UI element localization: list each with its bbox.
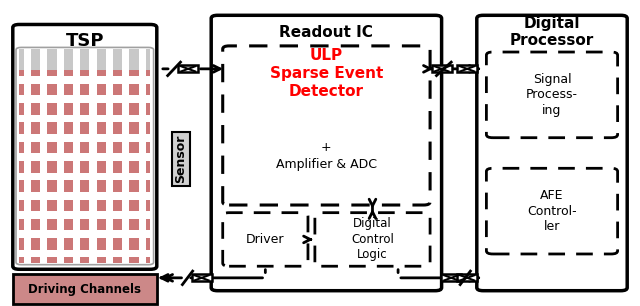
Bar	[19, 49, 150, 70]
Text: Sensor: Sensor	[175, 135, 188, 183]
Bar	[19, 134, 150, 142]
Bar	[19, 230, 150, 238]
Text: TSP: TSP	[65, 32, 104, 50]
Bar	[40, 49, 47, 263]
Bar	[431, 65, 452, 73]
Bar	[457, 65, 477, 73]
Bar	[138, 49, 146, 263]
Bar	[441, 274, 461, 282]
Bar	[19, 70, 150, 263]
FancyBboxPatch shape	[211, 15, 442, 291]
Text: +
Amplifier & ADC: + Amplifier & ADC	[276, 141, 377, 171]
Bar	[19, 95, 150, 103]
Bar	[19, 211, 150, 219]
FancyBboxPatch shape	[223, 46, 430, 205]
Text: Digital
Processor: Digital Processor	[510, 16, 594, 48]
Text: Readout IC: Readout IC	[280, 24, 373, 40]
Text: Driver: Driver	[246, 233, 285, 246]
Bar	[19, 192, 150, 200]
FancyBboxPatch shape	[13, 24, 157, 269]
Bar	[13, 274, 157, 304]
Text: AFE
Control-
ler: AFE Control- ler	[527, 189, 577, 233]
Text: Digital
Control
Logic: Digital Control Logic	[351, 218, 394, 261]
FancyBboxPatch shape	[486, 168, 618, 254]
Text: ULP
Sparse Event
Detector: ULP Sparse Event Detector	[269, 48, 383, 99]
Bar	[19, 76, 150, 84]
Bar	[457, 274, 477, 282]
Bar	[178, 65, 198, 73]
Bar	[19, 115, 150, 122]
Bar	[106, 49, 113, 263]
Bar	[56, 49, 64, 263]
Text: Signal
Process-
ing: Signal Process- ing	[526, 73, 578, 117]
FancyBboxPatch shape	[315, 213, 430, 266]
Bar	[24, 49, 31, 263]
Text: Driving Channels: Driving Channels	[28, 283, 141, 296]
Bar	[73, 49, 80, 263]
Bar	[19, 250, 150, 257]
FancyBboxPatch shape	[486, 52, 618, 138]
FancyBboxPatch shape	[477, 15, 627, 291]
Bar	[122, 49, 129, 263]
Bar	[19, 173, 150, 180]
Bar	[90, 49, 97, 263]
FancyBboxPatch shape	[223, 213, 308, 266]
Bar	[19, 153, 150, 161]
Bar	[191, 274, 212, 282]
